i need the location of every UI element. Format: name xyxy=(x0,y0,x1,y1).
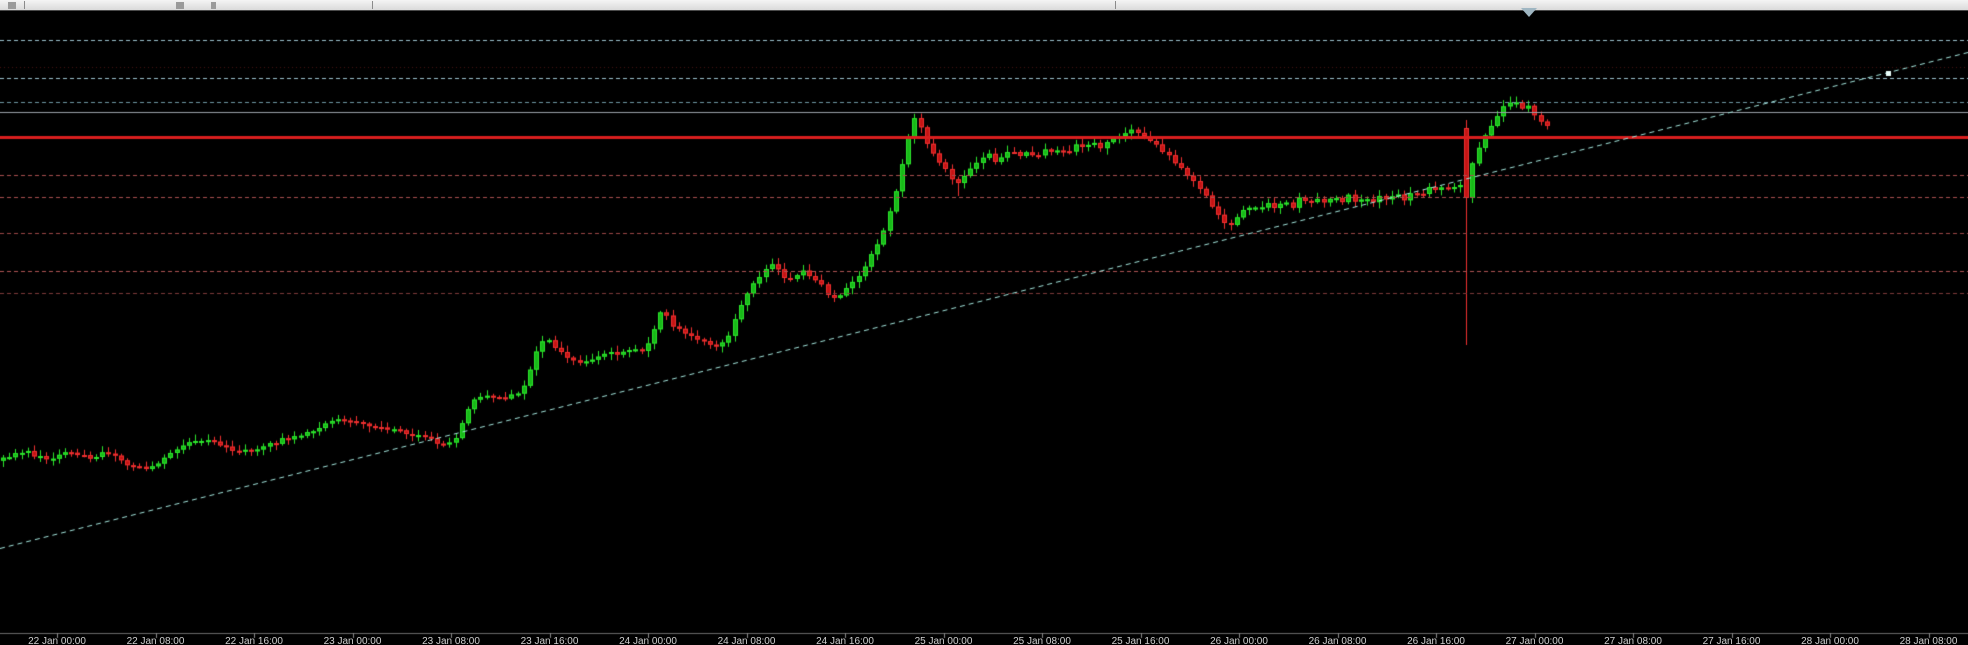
time-axis-label: 24 Jan 00:00 xyxy=(619,636,677,645)
time-axis-label: 22 Jan 08:00 xyxy=(126,636,185,645)
time-axis-label: 25 Jan 08:00 xyxy=(1013,636,1071,645)
time-axis-label: 27 Jan 08:00 xyxy=(1604,636,1662,645)
down-arrow-marker[interactable] xyxy=(1521,8,1537,17)
time-axis-label: 23 Jan 00:00 xyxy=(323,636,382,645)
time-axis-label: 23 Jan 16:00 xyxy=(520,636,579,645)
time-axis-label: 27 Jan 16:00 xyxy=(1702,636,1761,645)
time-axis-label: 25 Jan 00:00 xyxy=(914,636,973,645)
time-axis-label: 26 Jan 08:00 xyxy=(1308,636,1367,645)
time-axis-label: 25 Jan 16:00 xyxy=(1111,636,1170,645)
time-axis-label: 27 Jan 00:00 xyxy=(1505,636,1564,645)
time-axis-label: 26 Jan 16:00 xyxy=(1407,636,1465,645)
toolbar-icon-stub xyxy=(211,2,216,9)
toolbar-separator xyxy=(372,1,373,9)
time-axis-label: 22 Jan 00:00 xyxy=(28,636,86,645)
time-axis-label: 24 Jan 08:00 xyxy=(717,636,776,645)
toolbar-icon-stub xyxy=(8,2,16,9)
toolbar-icon-stub xyxy=(176,2,184,9)
time-axis-label: 22 Jan 16:00 xyxy=(225,636,283,645)
time-axis-label: 24 Jan 16:00 xyxy=(816,636,874,645)
time-axis-label: 23 Jan 08:00 xyxy=(422,636,480,645)
toolbar-separator xyxy=(24,1,25,9)
time-axis[interactable]: 22 Jan 00:00 22 Jan 08:00 22 Jan 16:00 23 J… xyxy=(0,636,1968,645)
top-toolbar-strip xyxy=(0,0,1968,11)
time-axis-label: 28 Jan 08:00 xyxy=(1899,636,1958,645)
toolbar-separator xyxy=(1115,1,1116,9)
time-axis-label: 26 Jan 00:00 xyxy=(1210,636,1268,645)
time-axis-label: 28 Jan 00:00 xyxy=(1801,636,1859,645)
